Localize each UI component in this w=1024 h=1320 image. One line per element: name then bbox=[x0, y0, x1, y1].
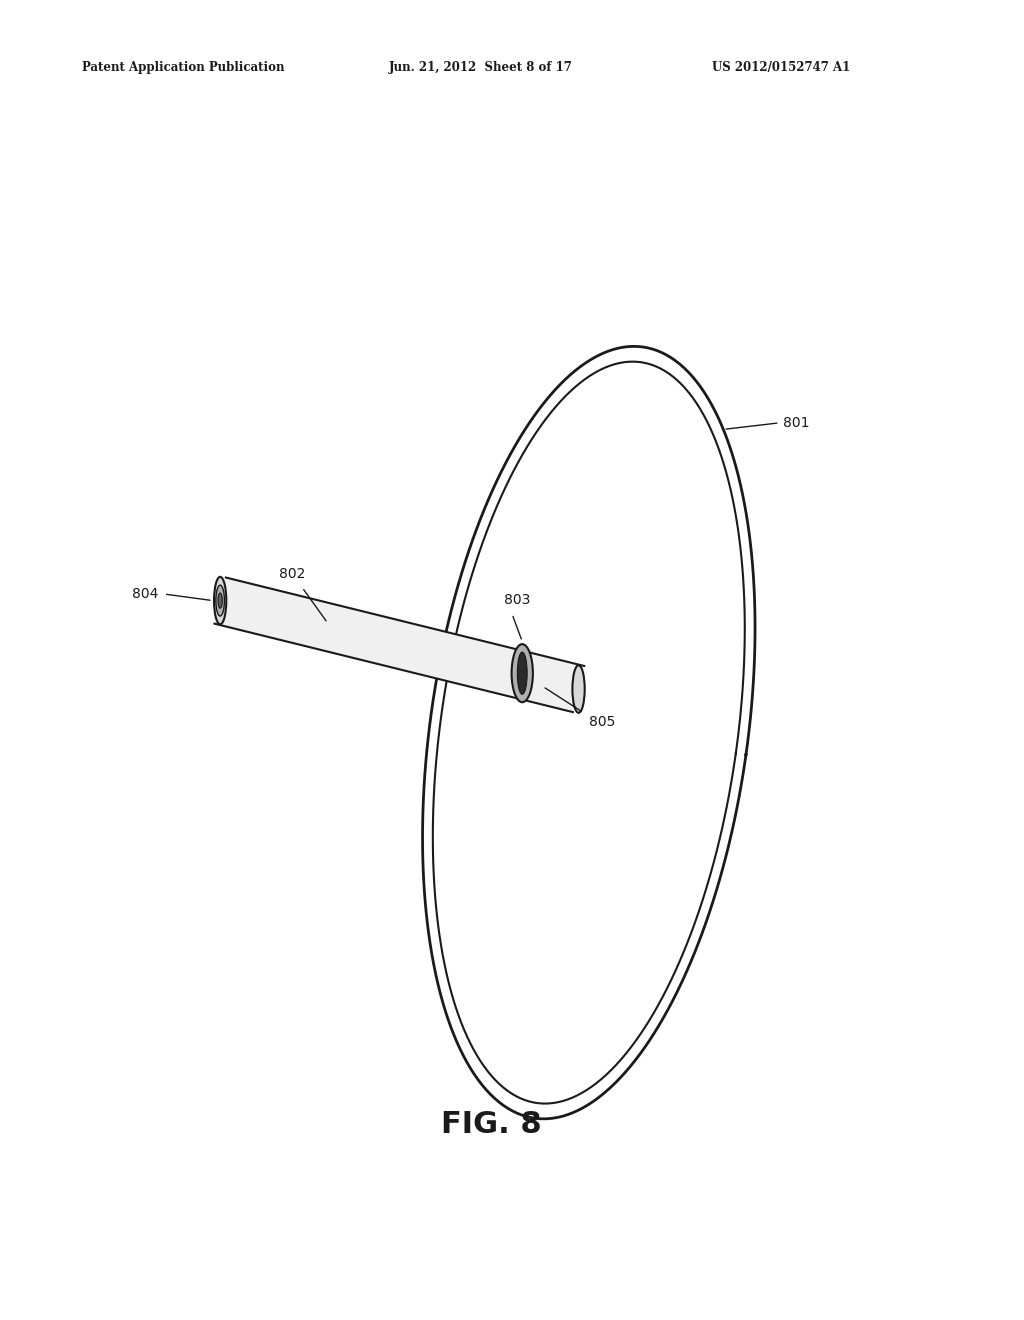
Text: 805: 805 bbox=[589, 715, 615, 730]
Ellipse shape bbox=[218, 593, 222, 609]
Text: 803: 803 bbox=[504, 593, 530, 607]
Ellipse shape bbox=[214, 577, 226, 624]
Text: Jun. 21, 2012  Sheet 8 of 17: Jun. 21, 2012 Sheet 8 of 17 bbox=[389, 61, 573, 74]
Ellipse shape bbox=[517, 652, 527, 694]
Text: 804: 804 bbox=[132, 587, 159, 601]
Text: Patent Application Publication: Patent Application Publication bbox=[82, 61, 285, 74]
Text: 801: 801 bbox=[782, 416, 809, 430]
Polygon shape bbox=[214, 578, 585, 711]
Text: US 2012/0152747 A1: US 2012/0152747 A1 bbox=[712, 61, 850, 74]
Text: FIG. 8: FIG. 8 bbox=[441, 1110, 542, 1139]
Ellipse shape bbox=[512, 644, 532, 702]
Text: 802: 802 bbox=[279, 566, 305, 581]
Ellipse shape bbox=[572, 665, 585, 713]
Ellipse shape bbox=[216, 585, 224, 616]
